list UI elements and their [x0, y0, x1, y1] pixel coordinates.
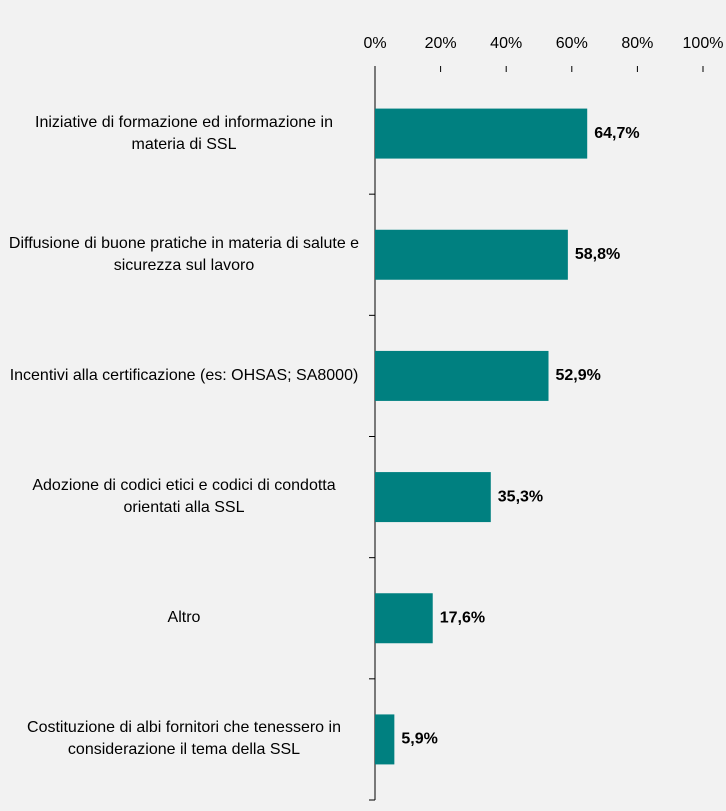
value-label: 52,9% [556, 367, 601, 384]
value-label: 35,3% [498, 488, 543, 505]
category-label: Costituzione di albi fornitori che tenes… [27, 719, 341, 759]
category-label: Altro [167, 609, 201, 627]
value-label: 5,9% [401, 731, 437, 748]
bar [375, 350, 549, 401]
x-tick-label: 20% [425, 35, 457, 52]
category-label: Diffusione di buone pratiche in materia … [8, 234, 360, 274]
category-label: Adozione di codici etici e codici di con… [32, 477, 336, 517]
bar [375, 108, 588, 159]
bar [375, 593, 433, 644]
x-tick-label: 0% [363, 35, 386, 52]
value-label: 58,8% [575, 246, 620, 263]
bar [375, 472, 491, 523]
value-label: 17,6% [440, 609, 485, 626]
x-tick-label: 40% [490, 35, 522, 52]
category-label: Incentivi alla certificazione (es: OHSAS… [9, 366, 359, 384]
category-label: Iniziative di formazione ed informazione… [35, 113, 333, 153]
x-tick-label: 80% [621, 35, 653, 52]
bar [375, 229, 568, 280]
x-tick-label: 60% [556, 35, 588, 52]
x-tick-label: 100% [683, 35, 724, 52]
bar [375, 714, 395, 765]
value-label: 64,7% [594, 125, 639, 142]
